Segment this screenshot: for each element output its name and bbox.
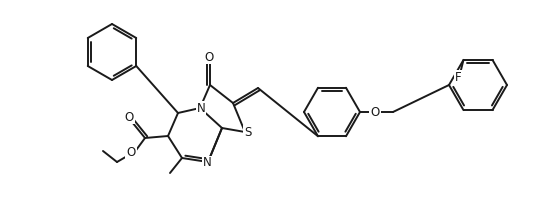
Text: S: S: [244, 125, 251, 138]
Text: O: O: [127, 147, 136, 159]
Text: O: O: [370, 106, 380, 119]
Text: O: O: [204, 51, 213, 64]
Text: N: N: [197, 101, 206, 114]
Text: O: O: [124, 110, 134, 123]
Text: F: F: [455, 71, 462, 84]
Text: N: N: [203, 156, 211, 169]
